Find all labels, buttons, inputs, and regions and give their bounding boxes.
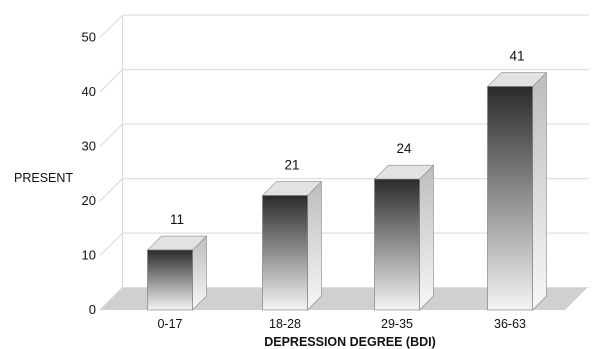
y-tick-label: 40 <box>82 84 96 99</box>
gridline-depth-4 <box>99 69 123 93</box>
x-tick-label: 0-17 <box>157 317 182 331</box>
gridline-depth-1 <box>99 232 123 256</box>
y-tick-label: 20 <box>82 193 96 208</box>
y-tick-label: 30 <box>82 139 96 154</box>
bar-data-label: 41 <box>509 49 524 64</box>
gridlines <box>99 14 589 311</box>
bar-front-face <box>147 249 193 311</box>
bar-side-face <box>532 71 547 311</box>
bar-data-label: 24 <box>396 141 412 156</box>
x-tick-label: 36-63 <box>494 317 526 331</box>
bars: 11 21 24 41 <box>146 49 548 311</box>
gridline-depth-2 <box>99 178 123 202</box>
y-tick-label: 50 <box>82 30 96 45</box>
y-tick-label: 10 <box>82 248 96 263</box>
bar-36-63: 41 <box>486 49 548 311</box>
bar-29-35: 24 <box>373 141 435 311</box>
bar-0-17: 11 <box>146 212 208 311</box>
y-tick-label: 0 <box>89 302 96 317</box>
bar-front-face <box>374 178 420 311</box>
x-axis-label: DEPRESSION DEGREE (BDI) <box>264 335 436 349</box>
x-tick-label: 18-28 <box>269 317 301 331</box>
bar-side-face <box>307 180 322 311</box>
bar-data-label: 21 <box>284 158 299 173</box>
gridline-depth-3 <box>99 123 123 147</box>
gridline-depth-5 <box>99 14 123 38</box>
y-axis-ticks: 0 10 20 30 40 50 <box>82 30 96 318</box>
bar-18-28: 21 <box>261 158 323 311</box>
x-axis-ticks: 0-17 18-28 29-35 36-63 <box>157 317 526 331</box>
x-tick-label: 29-35 <box>381 317 413 331</box>
y-axis-label: PRESENT <box>14 171 73 185</box>
chart-floor <box>100 288 587 310</box>
bar-front-face <box>487 86 533 311</box>
bar-data-label: 11 <box>170 212 184 227</box>
bar-side-face <box>419 164 434 311</box>
bar-front-face <box>262 195 308 311</box>
